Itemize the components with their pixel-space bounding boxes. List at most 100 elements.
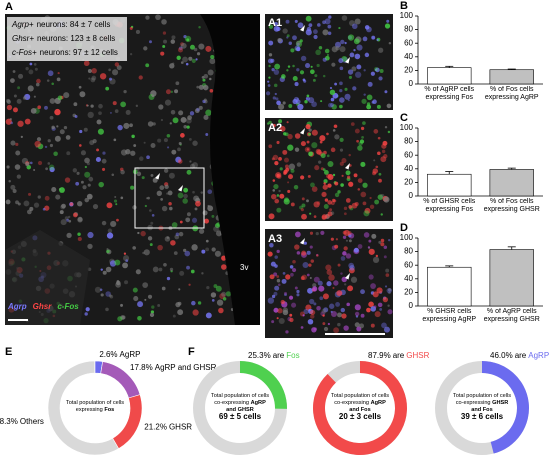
cell: [79, 129, 83, 134]
cell: [305, 96, 310, 101]
cell: [209, 88, 214, 93]
y-tick-label: 60: [404, 38, 413, 47]
cell: [354, 128, 360, 134]
cell: [221, 255, 227, 261]
cell: [161, 205, 168, 212]
cell: [278, 119, 283, 124]
cell: [369, 196, 372, 200]
donut-segment: [47, 360, 120, 456]
cell: [351, 66, 357, 72]
arrowhead: [300, 238, 305, 245]
cell: [378, 178, 382, 183]
cell: [377, 136, 381, 140]
cell: [6, 165, 10, 169]
cell: [288, 163, 296, 170]
cell: [67, 215, 71, 219]
cell: [160, 51, 165, 56]
cell: [301, 213, 307, 220]
cell: [329, 86, 333, 90]
cell: [332, 286, 335, 289]
cell: [186, 38, 190, 42]
cell: [307, 174, 311, 178]
cell: [339, 161, 344, 166]
cell: [169, 122, 172, 125]
panel-label: B: [400, 0, 408, 12]
cell: [15, 150, 21, 156]
cell: [268, 24, 274, 29]
cell: [364, 25, 370, 30]
cell: [218, 307, 224, 314]
cell: [380, 156, 387, 163]
cell: [276, 249, 280, 254]
cell: [102, 151, 106, 155]
cell: [316, 149, 322, 155]
y-tick-label: 40: [404, 274, 413, 283]
cell: [343, 212, 347, 216]
cell: [387, 304, 390, 307]
cell: [328, 274, 335, 281]
center-label-text: Total population of cells co-expressing …: [210, 393, 270, 413]
scale-bar: [325, 333, 385, 335]
cell: [157, 138, 162, 143]
cell: [306, 148, 310, 151]
x-tick-label-text: % of AgRP cells expressing GHSR: [483, 308, 540, 323]
cell: [184, 250, 191, 257]
cell: [53, 151, 58, 157]
cell: [145, 15, 150, 20]
cell: [36, 137, 42, 142]
cell: [306, 26, 312, 32]
cell: [77, 236, 82, 242]
cell: [171, 35, 176, 40]
y-tick-label: 40: [404, 52, 413, 61]
cell: [155, 14, 161, 21]
cell: [362, 182, 368, 188]
cell: [88, 176, 94, 182]
cell: [360, 126, 365, 131]
cell: [294, 133, 301, 139]
cell: [5, 199, 11, 205]
cell: [83, 60, 90, 67]
cell: [281, 74, 286, 79]
cell: [340, 256, 346, 261]
cell: [384, 90, 388, 94]
slice-name: AgRP and GHSR: [155, 363, 217, 372]
cell: [344, 283, 347, 286]
cell: [28, 69, 34, 75]
center-bold: AgRP and GHSR: [226, 400, 266, 413]
cell: [60, 219, 67, 226]
cell: [211, 214, 215, 218]
cell: [345, 253, 352, 259]
cell: [186, 265, 190, 270]
cell: [363, 232, 370, 238]
panel-label: A1: [268, 17, 282, 29]
cell: [287, 181, 290, 184]
cell: [36, 78, 41, 84]
cell: [296, 40, 301, 46]
cell: [322, 314, 325, 317]
cell: [378, 47, 384, 53]
cell: [10, 78, 15, 83]
cell: [306, 140, 310, 144]
highlight-name: Fos: [286, 351, 299, 360]
cell: [277, 37, 282, 43]
cell: [347, 69, 354, 75]
cell: [339, 81, 343, 86]
cell: [301, 250, 307, 256]
cell: [309, 276, 312, 280]
panel-label: D: [400, 222, 408, 234]
cell: [276, 100, 281, 106]
cell: [354, 201, 359, 207]
cell: [69, 202, 74, 206]
cell: [368, 274, 374, 280]
cell: [273, 83, 278, 88]
cell: [372, 171, 377, 176]
y-tick-label: 80: [404, 247, 413, 256]
center-text: Total population of cells expressing: [65, 400, 125, 413]
cell: [77, 201, 83, 207]
cell: [205, 109, 212, 116]
cell: [277, 308, 283, 314]
cell: [294, 244, 300, 250]
cell: [347, 34, 355, 41]
cell: [355, 315, 359, 318]
cell: [366, 94, 373, 101]
